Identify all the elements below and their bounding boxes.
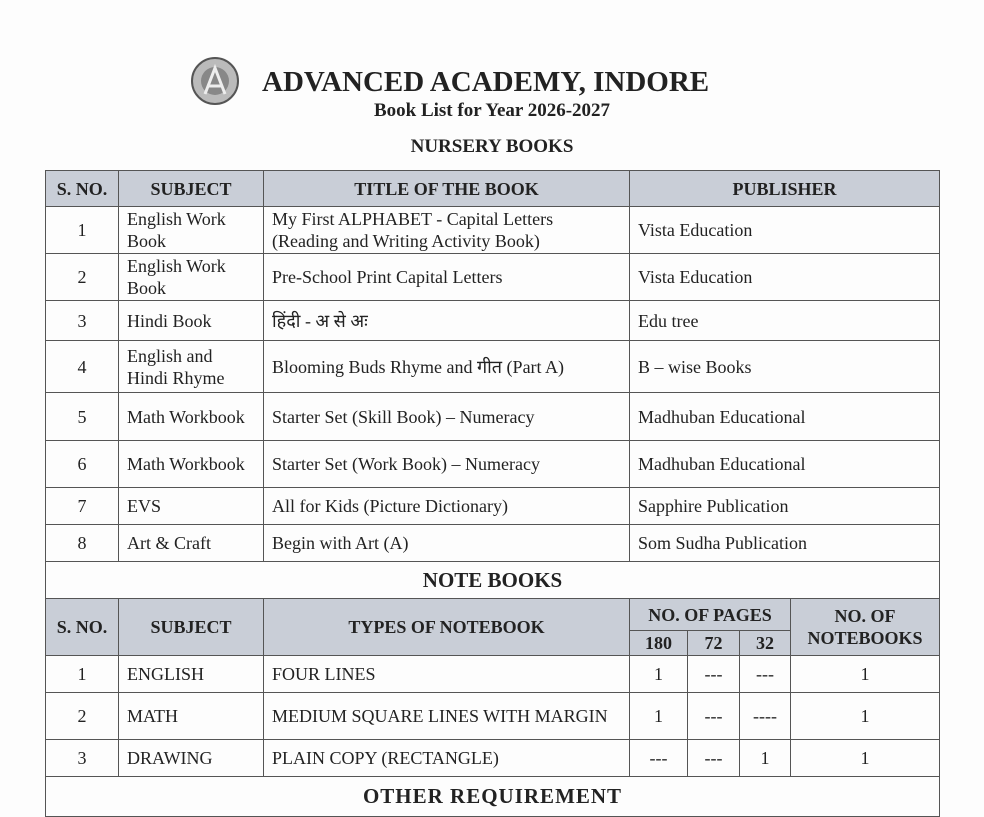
notebook-count: 1 [789, 655, 941, 693]
book-publisher: Vista Education [628, 206, 941, 254]
col-notebook-type: TYPES OF NOTEBOOK [263, 598, 630, 656]
col-pages-32: 32 [739, 630, 791, 656]
book-subject: Art & Craft [118, 524, 264, 562]
book-publisher: B – wise Books [628, 340, 941, 393]
book-row: 2 English Work Book Pre-School Print Capit… [45, 253, 941, 301]
book-publisher: Edu tree [628, 300, 941, 341]
book-subject: EVS [118, 487, 264, 525]
notebook-type: PLAIN COPY (RECTANGLE) [263, 739, 630, 777]
notebook-pages-180: 1 [629, 692, 688, 740]
notebook-count: 1 [789, 739, 941, 777]
other-requirement-title: OTHER REQUIREMENT [44, 776, 941, 817]
book-publisher: Sapphire Publication [628, 487, 941, 525]
book-publisher: Vista Education [628, 253, 941, 301]
book-row: 8 Art & Craft Begin with Art (A) Som Sudha … [45, 524, 941, 562]
notebook-row: 2 MATH MEDIUM SQUARE LINES WITH MARGIN 1 ---… [45, 692, 941, 740]
notebook-subject: DRAWING [118, 739, 264, 777]
school-logo [191, 57, 239, 105]
notebook-sno: 3 [45, 739, 119, 777]
notebook-pages-32: 1 [739, 739, 791, 777]
book-subject: English Work Book [118, 253, 264, 301]
book-row: 5 Math Workbook Starter Set (Skill Book) –… [45, 392, 941, 441]
notebook-pages-32: --- [739, 655, 791, 693]
book-publisher: Madhuban Educational [628, 440, 941, 488]
col-sno: S. NO. [45, 170, 119, 207]
school-name: ADVANCED ACADEMY, INDORE [262, 66, 710, 98]
book-title: My First ALPHABET - Capital Letters (Rea… [263, 206, 630, 254]
col-title: TITLE OF THE BOOK [263, 170, 630, 207]
col-subject: SUBJECT [118, 170, 264, 207]
notebooks-section-title: NOTE BOOKS [44, 561, 941, 599]
book-sno: 8 [45, 524, 119, 562]
notebook-pages-180: --- [629, 739, 688, 777]
book-subject: Math Workbook [118, 392, 264, 441]
notebook-row: 3 DRAWING PLAIN COPY (RECTANGLE) --- --- 1 1 [45, 739, 941, 777]
book-list-table: S. NO. SUBJECT TITLE OF THE BOOK PUBLISH… [44, 170, 941, 817]
book-row: 7 EVS All for Kids (Picture Dictionary) Sap… [45, 487, 941, 525]
col-pages-72: 72 [687, 630, 740, 656]
notebook-type: MEDIUM SQUARE LINES WITH MARGIN [263, 692, 630, 740]
notebook-pages-32: ---- [739, 692, 791, 740]
book-row: 1 English Work Book My First ALPHABET - Ca… [45, 206, 941, 254]
book-title: Begin with Art (A) [263, 524, 630, 562]
book-sno: 1 [45, 206, 119, 254]
book-title: Starter Set (Work Book) – Numeracy [263, 440, 630, 488]
book-row: 4 English and Hindi Rhyme Blooming Buds Rh… [45, 340, 941, 393]
book-sno: 3 [45, 300, 119, 341]
book-subject: English and Hindi Rhyme [118, 340, 264, 393]
book-sno: 5 [45, 392, 119, 441]
book-sno: 4 [45, 340, 119, 393]
col-subject: SUBJECT [118, 598, 264, 656]
col-pages: NO. OF PAGES [629, 598, 791, 631]
book-publisher: Madhuban Educational [628, 392, 941, 441]
book-row: 6 Math Workbook Starter Set (Work Book) – … [45, 440, 941, 488]
book-row: 3 Hindi Book हिंदी - अ से अः Edu tree [45, 300, 941, 341]
notebook-sno: 1 [45, 655, 119, 693]
col-publisher: PUBLISHER [628, 170, 941, 207]
notebook-type: FOUR LINES [263, 655, 630, 693]
col-pages-180: 180 [629, 630, 688, 656]
notebook-subject: ENGLISH [118, 655, 264, 693]
section-title: NURSERY BOOKS [410, 136, 574, 157]
book-title: All for Kids (Picture Dictionary) [263, 487, 630, 525]
book-subject: Math Workbook [118, 440, 264, 488]
notebook-pages-72: --- [687, 692, 740, 740]
book-list-subtitle: Book List for Year 2026-2027 [373, 100, 611, 121]
notebook-count: 1 [789, 692, 941, 740]
col-count: NO. OF NOTEBOOKS [789, 598, 941, 656]
book-sno: 2 [45, 253, 119, 301]
book-title: Blooming Buds Rhyme and गीत (Part A) [263, 340, 630, 393]
notebook-row: 1 ENGLISH FOUR LINES 1 --- --- 1 [45, 655, 941, 693]
notebook-subject: MATH [118, 692, 264, 740]
book-title: हिंदी - अ से अः [263, 300, 630, 341]
books-header-row: S. NO. SUBJECT TITLE OF THE BOOK PUBLISH… [45, 170, 941, 207]
book-sno: 7 [45, 487, 119, 525]
notebook-pages-180: 1 [629, 655, 688, 693]
col-sno: S. NO. [45, 598, 119, 656]
notebooks-header-row: S. NO. SUBJECT TYPES OF NOTEBOOK NO. OF … [45, 598, 941, 656]
book-title: Starter Set (Skill Book) – Numeracy [263, 392, 630, 441]
notebook-pages-72: --- [687, 655, 740, 693]
book-subject: Hindi Book [118, 300, 264, 341]
book-title: Pre-School Print Capital Letters [263, 253, 630, 301]
book-subject: English Work Book [118, 206, 264, 254]
book-sno: 6 [45, 440, 119, 488]
notebook-sno: 2 [45, 692, 119, 740]
notebook-pages-72: --- [687, 739, 740, 777]
book-publisher: Som Sudha Publication [628, 524, 941, 562]
